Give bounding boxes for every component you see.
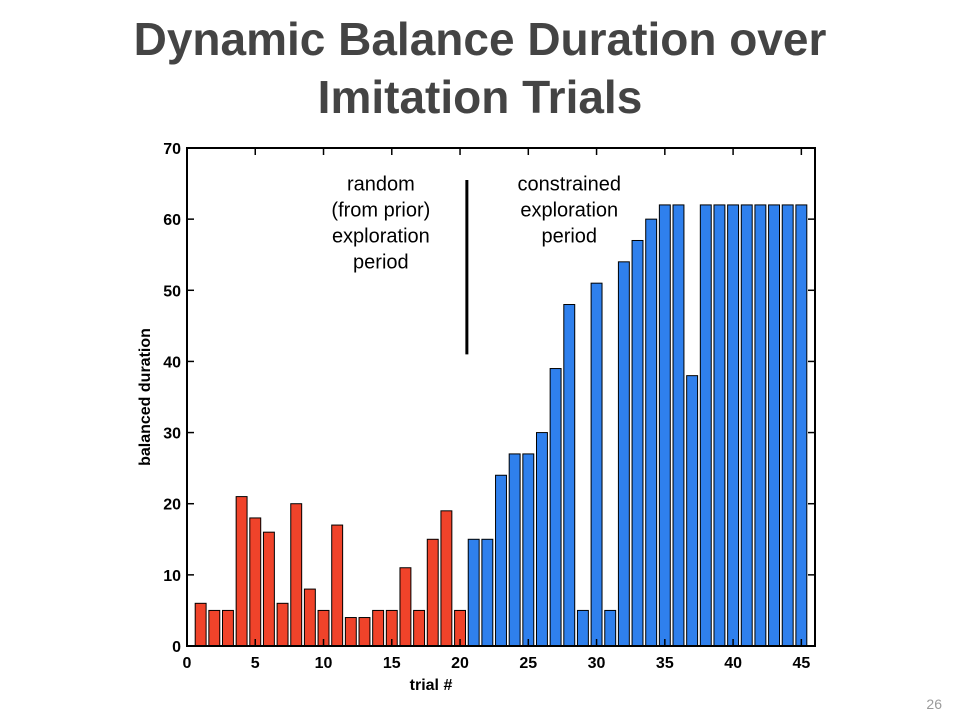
x-tick-label: 30 [588,655,606,672]
x-tick-label: 40 [724,655,742,672]
y-tick-label: 0 [172,639,181,656]
bar-trial-16 [399,567,412,647]
bar-trial-19 [440,510,453,647]
annotation-line: exploration [332,226,430,248]
annotations-group: random (from prior) exploration periodconst… [331,174,621,274]
y-axis-label: balanced duration [137,328,154,466]
x-tick-label: 15 [383,655,401,672]
bar-trial-24 [508,453,521,647]
bar-trial-23 [495,474,507,647]
x-axis-ticks: 0 5 10 15 20 25 30 35 40 45 [183,148,810,672]
bar-trial-37 [686,375,699,647]
y-tick-label: 20 [163,497,181,514]
bar-trial-2 [208,609,221,647]
annotation-line: period [353,252,409,274]
bar-trial-44 [781,204,794,647]
x-tick-label: 5 [251,655,260,672]
bar-trial-9 [303,588,316,647]
bar-trial-41 [740,204,753,647]
bar-trial-11 [331,524,344,647]
annotation-line: constrained [518,174,621,196]
bar-trial-39 [713,204,726,647]
slide-title: Dynamic Balance Duration over Imitation … [0,10,960,126]
page-number: 26 [926,696,942,712]
x-tick-label: 0 [183,655,192,672]
y-tick-label: 10 [163,568,181,585]
bar-trial-4 [235,496,248,647]
bar-trial-7 [276,602,289,647]
bar-trial-45 [795,204,808,647]
slide-title-line-2: Imitation Trials [317,71,643,123]
bar-trial-38 [699,204,712,647]
y-tick-label: 50 [163,283,181,300]
bar-trial-33 [631,239,644,647]
x-tick-label: 10 [315,655,333,672]
bar-trial-43 [768,204,781,647]
x-tick-label: 25 [519,655,537,672]
bar-trial-35 [658,204,671,647]
y-tick-label: 30 [163,426,181,443]
bar-trial-13 [358,617,371,647]
bar-trial-40 [727,204,740,647]
bar-trial-29 [576,609,589,647]
bar-trial-26 [535,432,548,647]
x-tick-label: 45 [792,655,810,672]
annotation-line: exploration [520,200,618,222]
bar-trial-18 [426,538,439,647]
plot-frame [186,147,816,647]
annotation-1: random (from prior) exploration period [331,174,430,274]
x-tick-label: 35 [656,655,674,672]
bars-group [194,204,808,647]
bar-trial-3 [221,609,234,647]
bar-trial-42 [754,204,767,647]
bar-trial-1 [194,602,207,647]
y-tick-label: 60 [163,212,181,229]
x-tick-label: 20 [451,655,469,672]
y-axis-ticks: 0 10 20 30 40 50 60 70 [163,141,815,656]
bar-trial-17 [413,609,426,647]
bar-trial-28 [563,304,576,647]
y-tick-label: 40 [163,354,181,371]
bar-trial-36 [672,204,685,647]
bar-trial-21 [467,538,480,647]
annotation-line: period [541,226,597,248]
bar-trial-30 [590,282,603,647]
bar-trial-31 [604,609,617,647]
y-tick-label: 70 [163,141,181,158]
annotation-2: constrained exploration period [518,174,621,248]
bar-trial-34 [645,218,658,647]
annotation-line: random [347,174,415,196]
bar-trial-14 [372,609,385,647]
bar-trial-5 [249,517,262,647]
bar-trial-6 [262,531,275,647]
bar-trial-8 [290,503,303,647]
bar-trial-32 [617,261,630,647]
slide-title-line-1: Dynamic Balance Duration over [133,13,827,65]
bar-trial-27 [549,368,562,647]
bar-trial-22 [481,538,494,647]
x-axis-label: trial # [410,677,453,694]
bar-trial-25 [522,453,535,647]
annotation-line: (from prior) [331,200,430,222]
bar-trial-12 [344,617,357,647]
